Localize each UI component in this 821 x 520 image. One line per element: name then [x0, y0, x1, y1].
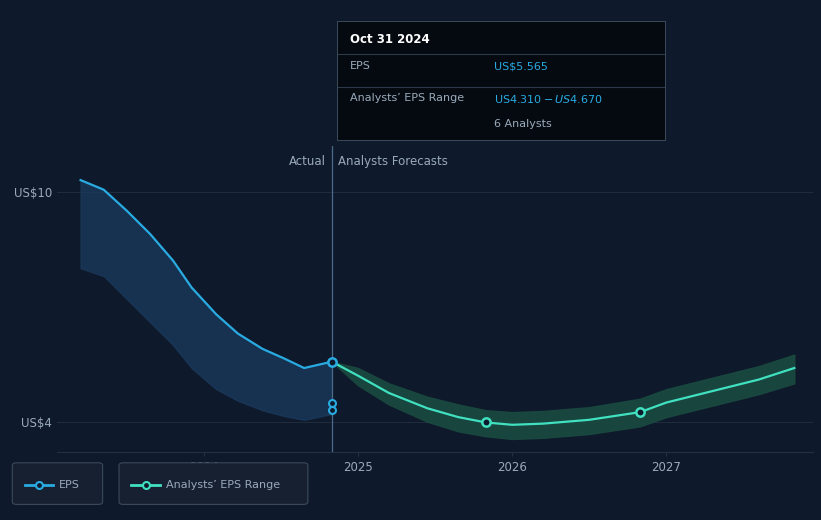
Text: Actual: Actual [289, 155, 326, 168]
Text: Analysts’ EPS Range: Analysts’ EPS Range [166, 479, 280, 490]
Text: EPS: EPS [350, 61, 370, 71]
Text: Analysts Forecasts: Analysts Forecasts [338, 155, 448, 168]
Text: EPS: EPS [59, 479, 80, 490]
Text: 6 Analysts: 6 Analysts [494, 119, 552, 129]
Text: US$4.310 - US$4.670: US$4.310 - US$4.670 [494, 93, 603, 105]
Text: US$5.565: US$5.565 [494, 61, 548, 71]
Text: Oct 31 2024: Oct 31 2024 [350, 33, 429, 46]
Text: Analysts’ EPS Range: Analysts’ EPS Range [350, 93, 464, 102]
